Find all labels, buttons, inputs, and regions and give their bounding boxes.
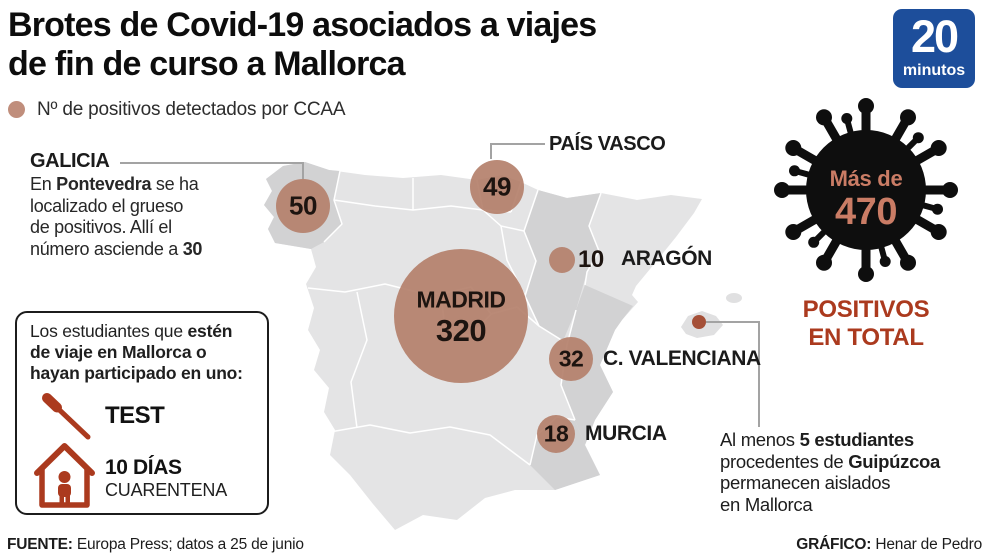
connector-lines [120, 143, 760, 427]
bubble-galicia [276, 179, 330, 233]
source-credit: FUENTE: Europa Press; datos a 25 de juni… [7, 536, 304, 553]
label-madrid: MADRID [416, 286, 507, 313]
bubble-murcia [537, 415, 575, 453]
mallorca-connector [706, 321, 760, 427]
bubble-c-valenciana [549, 337, 593, 381]
total-caption-line-1: POSITIVOS [802, 296, 930, 323]
bubble-aragon [549, 247, 575, 273]
mallorca-note-line: permanecen aislados [720, 472, 891, 493]
total-prefix: Más de [829, 166, 903, 191]
title-line-2: de fin de curso a Mallorca [8, 45, 406, 83]
menorca-island [726, 293, 742, 303]
positive-bubbles [276, 160, 593, 453]
galicia-connector [120, 162, 304, 179]
value-c-valenciana: 32 [558, 345, 584, 372]
label-aragon: ARAGÓN [621, 247, 712, 270]
galicia-note-line: En Pontevedra se ha [30, 174, 199, 194]
value-aragon: 10 [578, 246, 604, 273]
total-caption-line-2: EN TOTAL [808, 324, 924, 351]
mallorca-note-line: Al menos 5 estudiantes [720, 429, 914, 450]
quarantine-box [15, 311, 269, 515]
test-label: TEST [105, 402, 165, 429]
region-c-valenciana [561, 285, 633, 445]
quarantine-house-icon [34, 443, 95, 508]
value-madrid: 320 [435, 313, 487, 348]
label-c-valenciana: C. VALENCIANA [603, 347, 761, 370]
value-pais-vasco: 49 [483, 171, 511, 202]
label-murcia: MURCIA [585, 422, 667, 445]
box-text-line: de viaje en Mallorca o [30, 342, 207, 362]
pais-vasco-connector [490, 143, 545, 159]
logo-number: 20 [910, 11, 959, 62]
mallorca-dot [692, 315, 706, 329]
mallorca-note: Al menos 5 estudiantes procedentes de Gu… [720, 429, 940, 515]
bubble-madrid [394, 249, 528, 383]
virus-icon [774, 98, 958, 282]
quarantine-days-label: 10 DÍAS [105, 456, 182, 479]
total-value: 470 [835, 191, 897, 233]
box-text-line: Los estudiantes que estén [30, 321, 233, 341]
logo-word: minutos [902, 62, 966, 79]
galicia-note-line: localizado el grueso [30, 195, 184, 216]
mallorca-note-line: en Mallorca [720, 493, 813, 515]
galicia-note: En Pontevedra se ha localizado el grueso… [30, 174, 202, 260]
person-icon [58, 471, 71, 506]
quarantine-label: CUARENTENA [105, 480, 228, 500]
label-pais-vasco: PAÍS VASCO [549, 133, 666, 155]
mallorca-note-line: procedentes de Guipúzcoa [720, 450, 941, 472]
galicia-note-line: número asciende a 30 [30, 238, 203, 259]
quarantine-box-text: Los estudiantes que estén de viaje en Ma… [30, 321, 243, 384]
label-galicia: GALICIA [30, 150, 110, 172]
test-swab-icon [42, 393, 91, 440]
galicia-note-line: de positivos. Allí el [30, 217, 172, 237]
page-title: Brotes de Covid-19 asociados a viajes de… [8, 6, 597, 84]
title-line-1: Brotes de Covid-19 asociados a viajes [8, 6, 597, 44]
legend-dot-icon [8, 101, 25, 118]
bubble-pais-vasco [470, 160, 524, 214]
value-galicia: 50 [289, 190, 317, 221]
value-murcia: 18 [543, 420, 569, 447]
graphic-credit: GRÁFICO: Henar de Pedro [796, 536, 982, 553]
highlighted-regions [264, 162, 633, 490]
box-text-line: hayan participado en uno: [30, 363, 243, 383]
20minutos-logo: 20 minutos [893, 9, 975, 88]
legend-label: Nº de positivos detectados por CCAA [37, 99, 346, 120]
